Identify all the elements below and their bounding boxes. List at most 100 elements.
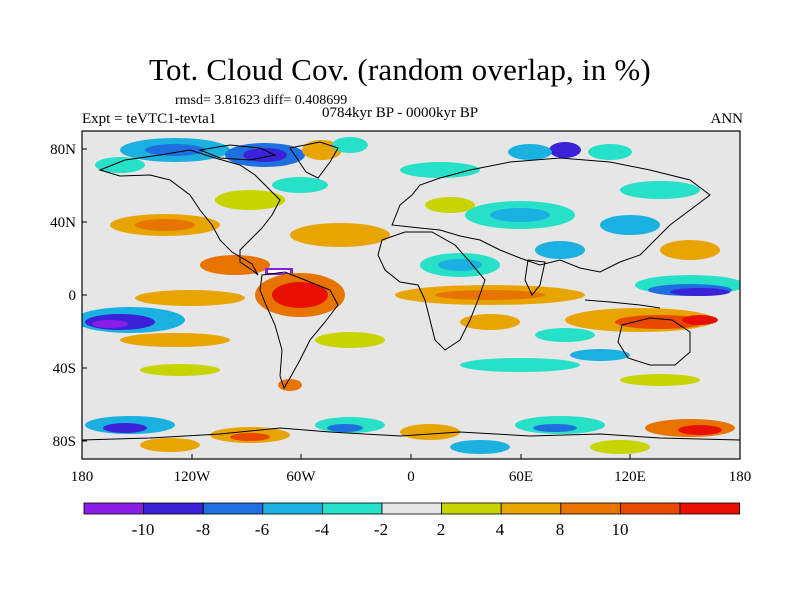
y-tick-label: 40N [50, 215, 76, 231]
colorbar-label: -10 [132, 520, 155, 539]
colorbar-label: -4 [315, 520, 330, 539]
coastline-antarctica [82, 427, 740, 441]
x-tick-label: 120W [174, 469, 212, 485]
anomaly-region [660, 240, 720, 260]
anomaly-region [135, 219, 195, 231]
anomaly-region [670, 288, 730, 296]
anomaly-region [120, 333, 230, 347]
coastline-indonesia [584, 299, 661, 309]
anomaly-region [200, 255, 270, 275]
anomaly-region [508, 144, 552, 160]
anomaly-region [290, 223, 390, 247]
anomaly-region [588, 144, 632, 160]
anomaly-region [600, 215, 660, 235]
anomaly-region [533, 424, 577, 432]
tick-marks [81, 148, 741, 459]
colorbar-box [500, 502, 562, 515]
anomaly-field [82, 137, 740, 454]
colorbar-label: 8 [556, 520, 565, 539]
colorbar-label: -8 [196, 520, 210, 539]
anomaly-region [590, 440, 650, 454]
coastline-india [524, 259, 546, 296]
anomaly-region [435, 290, 545, 300]
anomaly-region [490, 208, 550, 222]
x-tick-label: 60W [286, 469, 316, 485]
x-tick-label: 120E [614, 469, 646, 485]
anomaly-region [615, 315, 705, 329]
anomaly-region [400, 162, 480, 178]
anomaly-region [272, 282, 328, 308]
x-tick-label: 0 [407, 469, 415, 485]
x-tick-label: 180 [71, 469, 94, 485]
coastline-south-america [259, 271, 339, 390]
colorbar-label: -6 [255, 520, 269, 539]
anomaly-region [570, 349, 630, 361]
colorbar-label: 10 [612, 520, 629, 539]
plot-title: Tot. Cloud Cov. (random overlap, in %) [149, 52, 651, 87]
colorbar [83, 502, 740, 515]
anomaly-region [620, 181, 700, 199]
colorbar-box [321, 502, 383, 515]
colorbar-label: 4 [496, 520, 505, 539]
anomaly-region [272, 177, 328, 193]
anomaly-region [549, 142, 581, 158]
coastlines [82, 141, 740, 441]
colorbar-label: -2 [374, 520, 388, 539]
anomaly-region [425, 197, 475, 213]
colorbar-box [560, 502, 621, 515]
y-tick-label: 0 [69, 288, 77, 304]
anomaly-region [140, 364, 220, 376]
colorbar-box [143, 502, 204, 515]
coastline-africa [377, 231, 486, 351]
experiment-label: Expt = teVTC1-tevta1 [82, 111, 217, 127]
colorbar-box [381, 502, 442, 515]
anomaly-region [450, 440, 510, 454]
colorbar-box [679, 502, 740, 515]
colorbar-box [441, 502, 502, 515]
anomaly-region [315, 332, 385, 348]
anomaly-region [243, 148, 287, 162]
anomaly-region [230, 433, 270, 441]
anomaly-region [103, 423, 147, 433]
colorbar-box [202, 502, 264, 515]
anomaly-region [620, 374, 700, 386]
x-tick-label: 180 [729, 469, 752, 485]
stats-label: rmsd= 3.81623 diff= 0.408699 [175, 93, 348, 108]
x-tick-label: 60E [509, 469, 533, 485]
anomaly-region [400, 424, 460, 440]
y-tick-label: 80N [50, 142, 76, 158]
anomaly-region [535, 328, 595, 342]
coastline-greenland [289, 141, 339, 179]
y-axis-labels: 80N 40N 0 40S 80S [50, 142, 76, 450]
period-label: 0784kyr BP - 0000kyr BP [322, 105, 479, 121]
y-tick-label: 40S [53, 361, 76, 377]
anomaly-region [140, 438, 200, 452]
anomaly-region [268, 270, 290, 273]
anomaly-region [215, 190, 285, 210]
colorbar-box [620, 502, 681, 515]
anomaly-region [135, 290, 245, 306]
colorbar-box [262, 502, 323, 515]
anomaly-region [682, 315, 718, 325]
coastline-north-america [98, 149, 281, 276]
anomaly-region [535, 241, 585, 259]
anomaly-region [95, 157, 145, 173]
coastline-eurasia [391, 157, 711, 273]
anomaly-region [460, 358, 580, 372]
colorbar-label: 2 [437, 520, 446, 539]
coastline-arctic-islands [198, 144, 277, 161]
colorbar-box [83, 502, 144, 515]
season-label: ANN [710, 111, 744, 127]
anomaly-region [332, 137, 368, 153]
y-tick-label: 80S [53, 434, 76, 450]
anomaly-region [460, 314, 520, 330]
anomaly-region [678, 425, 722, 435]
colorbar-labels: -10 -8 -6 -4 -2 2 4 8 10 [132, 520, 629, 539]
anomaly-region [145, 144, 205, 156]
anomaly-region [438, 259, 482, 271]
anomaly-region [327, 424, 363, 432]
coastline-australia [617, 317, 691, 366]
anomaly-region [92, 320, 128, 328]
x-axis-labels: 180 120W 60W 0 60E 120E 180 [71, 469, 752, 485]
